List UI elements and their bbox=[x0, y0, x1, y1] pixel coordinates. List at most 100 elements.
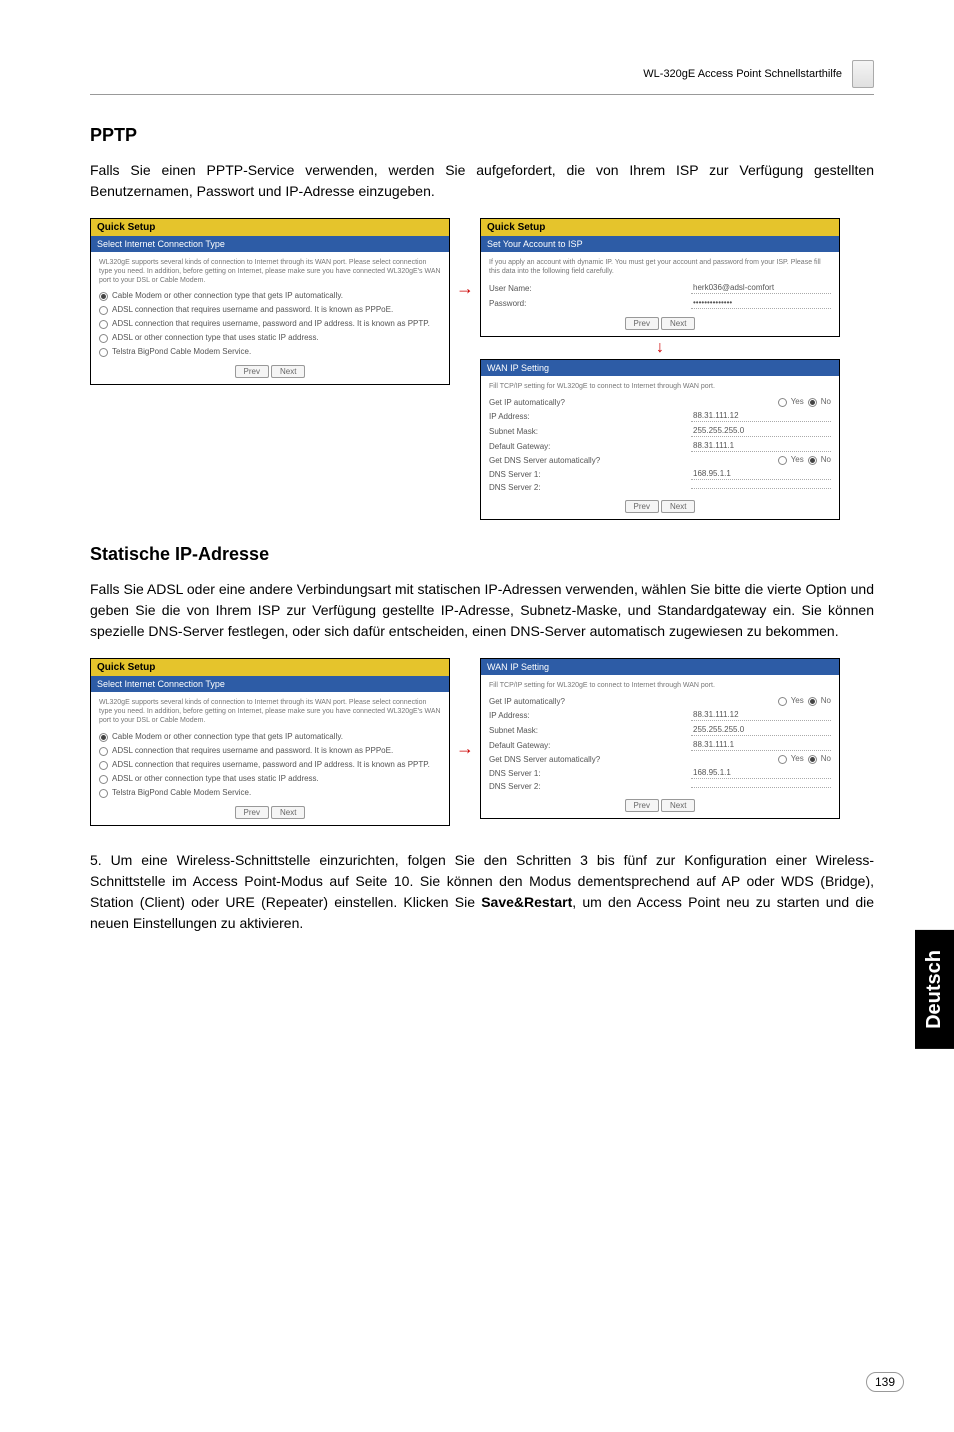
prev-btn: Prev bbox=[235, 365, 269, 378]
language-tab: Deutsch bbox=[915, 930, 954, 1049]
opt1: Cable Modem or other connection type tha… bbox=[112, 291, 343, 300]
dns1-label2: DNS Server 1: bbox=[489, 769, 541, 778]
bar-wan: WAN IP Setting bbox=[481, 360, 839, 376]
wan-desc2: Fill TCP/IP setting for WL320gE to conne… bbox=[489, 681, 831, 690]
panel-quick-setup-static: Quick Setup Select Internet Connection T… bbox=[90, 658, 450, 825]
pass-val: •••••••••••••• bbox=[691, 297, 831, 309]
dns1-val: 168.95.1.1 bbox=[691, 468, 831, 480]
next-btn3: Next bbox=[661, 500, 695, 513]
radio-icon bbox=[808, 697, 817, 706]
radio-icon bbox=[99, 747, 108, 756]
bar-wan2: WAN IP Setting bbox=[481, 659, 839, 675]
opt1b: Cable Modem or other connection type tha… bbox=[112, 732, 343, 741]
getip-label: Get IP automatically? bbox=[489, 398, 565, 407]
radio-icon bbox=[808, 755, 817, 764]
prev-btn4: Prev bbox=[235, 806, 269, 819]
arrow-icon: → bbox=[456, 218, 474, 299]
no3: No bbox=[821, 696, 831, 706]
user-label: User Name: bbox=[489, 284, 532, 293]
mask-val: 255.255.255.0 bbox=[691, 425, 831, 437]
mask-label: Subnet Mask: bbox=[489, 427, 538, 436]
gw-label: Default Gateway: bbox=[489, 442, 550, 451]
bar-quick-setup2: Quick Setup bbox=[481, 219, 839, 236]
radio-icon bbox=[99, 306, 108, 315]
bar-select-conn2: Select Internet Connection Type bbox=[91, 676, 449, 692]
opt3: ADSL connection that requires username, … bbox=[112, 319, 430, 328]
page-number: 139 bbox=[866, 1372, 904, 1392]
bar-set-account: Set Your Account to ISP bbox=[481, 236, 839, 252]
dns2-val2 bbox=[691, 785, 831, 788]
radio-icon bbox=[808, 456, 817, 465]
opt5: Telstra BigPond Cable Modem Service. bbox=[112, 347, 251, 356]
prev-btn2: Prev bbox=[625, 317, 659, 330]
dns1-val2: 168.95.1.1 bbox=[691, 767, 831, 779]
opt2b: ADSL connection that requires username a… bbox=[112, 746, 393, 755]
prev-btn3: Prev bbox=[625, 500, 659, 513]
conn-desc: WL320gE supports several kinds of connec… bbox=[99, 258, 441, 285]
header-title: WL-320gE Access Point Schnellstarthilfe bbox=[643, 68, 842, 80]
gw-label2: Default Gateway: bbox=[489, 741, 550, 750]
bar-quick-setup3: Quick Setup bbox=[91, 659, 449, 676]
pptp-paragraph: Falls Sie einen PPTP-Service verwenden, … bbox=[90, 160, 874, 202]
dns2-val bbox=[691, 486, 831, 489]
ip-label2: IP Address: bbox=[489, 711, 530, 720]
arrow-icon: → bbox=[456, 658, 474, 759]
static-heading: Statische IP-Adresse bbox=[90, 544, 874, 565]
next-btn4: Next bbox=[271, 806, 305, 819]
yes4: Yes bbox=[791, 754, 804, 764]
gw-val: 88.31.111.1 bbox=[691, 440, 831, 452]
yes: Yes bbox=[791, 397, 804, 407]
panel-wan-static: WAN IP Setting Fill TCP/IP setting for W… bbox=[480, 658, 840, 819]
radio-icon bbox=[99, 320, 108, 329]
getdns-label2: Get DNS Server automatically? bbox=[489, 755, 600, 764]
mask-label2: Subnet Mask: bbox=[489, 726, 538, 735]
opt5b: Telstra BigPond Cable Modem Service. bbox=[112, 788, 251, 797]
conn-desc2: WL320gE supports several kinds of connec… bbox=[99, 698, 441, 725]
no2: No bbox=[821, 455, 831, 465]
pass-label: Password: bbox=[489, 299, 526, 308]
no4: No bbox=[821, 754, 831, 764]
panel-quick-setup-pptp: Quick Setup Select Internet Connection T… bbox=[90, 218, 450, 385]
pptp-heading: PPTP bbox=[90, 125, 874, 146]
radio-icon bbox=[99, 348, 108, 357]
radio-icon bbox=[778, 755, 787, 764]
dns1-label: DNS Server 1: bbox=[489, 470, 541, 479]
ip-val2: 88.31.111.12 bbox=[691, 709, 831, 721]
next-btn2: Next bbox=[661, 317, 695, 330]
getdns-label: Get DNS Server automatically? bbox=[489, 456, 600, 465]
getip-label2: Get IP automatically? bbox=[489, 697, 565, 706]
mask-val2: 255.255.255.0 bbox=[691, 724, 831, 736]
radio-icon bbox=[778, 398, 787, 407]
prev-btn5: Prev bbox=[625, 799, 659, 812]
arrow-down-icon: ↓ bbox=[480, 339, 840, 357]
panel-wan-pptp: WAN IP Setting Fill TCP/IP setting for W… bbox=[480, 359, 840, 520]
opt2: ADSL connection that requires username a… bbox=[112, 305, 393, 314]
bar-quick-setup: Quick Setup bbox=[91, 219, 449, 236]
dns2-label2: DNS Server 2: bbox=[489, 782, 541, 791]
radio-icon bbox=[778, 697, 787, 706]
static-paragraph: Falls Sie ADSL oder eine andere Verbindu… bbox=[90, 579, 874, 642]
yes3: Yes bbox=[791, 696, 804, 706]
bar-select-conn: Select Internet Connection Type bbox=[91, 236, 449, 252]
opt3b: ADSL connection that requires username, … bbox=[112, 760, 430, 769]
ip-val: 88.31.111.12 bbox=[691, 410, 831, 422]
radio-icon bbox=[99, 733, 108, 742]
panel-account: Quick Setup Set Your Account to ISP If y… bbox=[480, 218, 840, 337]
next-btn: Next bbox=[271, 365, 305, 378]
next-btn5: Next bbox=[661, 799, 695, 812]
radio-icon bbox=[808, 398, 817, 407]
yes2: Yes bbox=[791, 455, 804, 465]
step5-bold: Save&Restart bbox=[481, 894, 572, 910]
radio-icon bbox=[99, 334, 108, 343]
radio-icon bbox=[99, 761, 108, 770]
radio-icon bbox=[99, 775, 108, 784]
ip-label: IP Address: bbox=[489, 412, 530, 421]
step5-paragraph: 5. Um eine Wireless-Schnittstelle einzur… bbox=[90, 850, 874, 934]
gw-val2: 88.31.111.1 bbox=[691, 739, 831, 751]
radio-icon bbox=[778, 456, 787, 465]
radio-icon bbox=[99, 789, 108, 798]
no: No bbox=[821, 397, 831, 407]
device-icon bbox=[852, 60, 874, 88]
wan-desc: Fill TCP/IP setting for WL320gE to conne… bbox=[489, 382, 831, 391]
isp-desc: If you apply an account with dynamic IP.… bbox=[489, 258, 831, 276]
